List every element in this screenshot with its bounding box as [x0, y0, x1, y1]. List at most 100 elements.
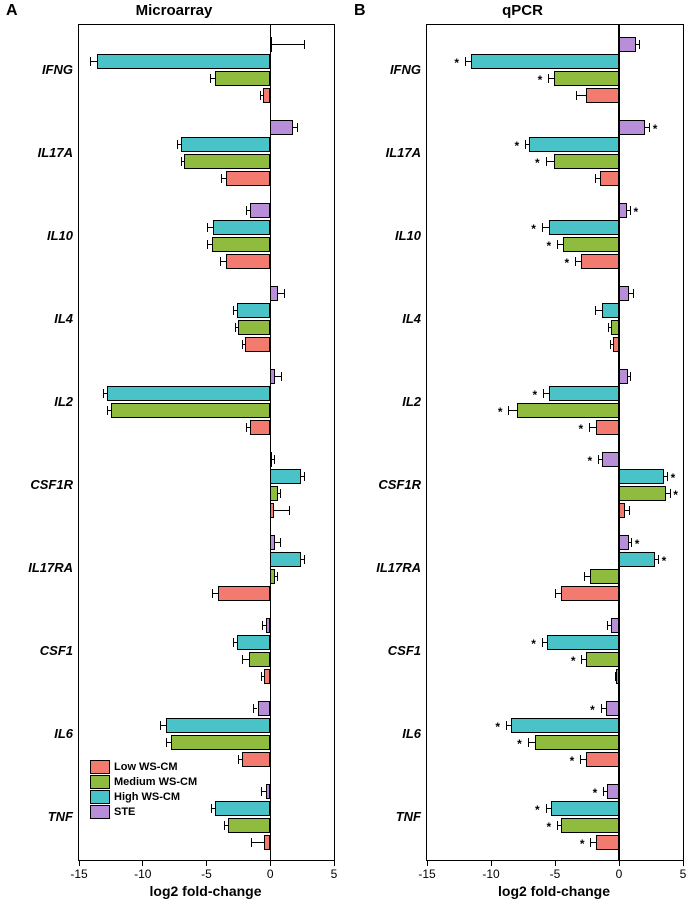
xaxis-tick [555, 860, 556, 866]
legend-item: High WS-CM [90, 790, 197, 804]
error-cap [630, 206, 631, 215]
error-cap [603, 787, 604, 796]
xaxis-tick [142, 860, 143, 866]
error-cap [181, 157, 182, 166]
error-cap [658, 555, 659, 564]
error-cap [542, 638, 543, 647]
error-bar [542, 642, 547, 643]
error-cap [607, 621, 608, 630]
error-cap [221, 174, 222, 183]
error-bar [274, 510, 289, 511]
gene-label: IL2 [3, 394, 73, 409]
error-cap [649, 123, 650, 132]
gene-label: IL2 [351, 394, 421, 409]
bar [600, 171, 619, 186]
bar [250, 420, 270, 435]
error-bar [161, 725, 166, 726]
error-cap [233, 638, 234, 647]
bar [270, 469, 301, 484]
error-cap [506, 721, 507, 730]
gene-label: IL6 [3, 726, 73, 741]
error-bar [555, 593, 561, 594]
error-bar [107, 410, 111, 411]
legend: Low WS-CMMedium WS-CMHigh WS-CMSTE [90, 760, 197, 820]
significance-star: * [588, 454, 593, 468]
bar [613, 337, 619, 352]
significance-star: * [673, 488, 678, 502]
error-cap [639, 40, 640, 49]
bar [237, 635, 270, 650]
legend-swatch [90, 790, 110, 804]
legend-swatch [90, 760, 110, 774]
bar [549, 220, 619, 235]
error-bar [549, 78, 554, 79]
error-cap [242, 655, 243, 664]
error-bar [558, 825, 562, 826]
error-bar [233, 642, 237, 643]
error-bar [546, 161, 554, 162]
error-cap [615, 672, 616, 681]
significance-star: * [570, 754, 575, 768]
error-bar [246, 210, 250, 211]
bar [561, 586, 619, 601]
error-bar [558, 244, 563, 245]
gene-label: IL6 [351, 726, 421, 741]
error-cap [284, 289, 285, 298]
panel-b-plot: -15-10-505IFNG**IL17A***IL10****IL4IL2**… [426, 24, 684, 861]
xaxis-tick [334, 860, 335, 866]
error-cap [246, 206, 247, 215]
error-cap [546, 804, 547, 813]
error-bar [208, 227, 213, 228]
bar [266, 784, 270, 799]
error-bar [584, 576, 589, 577]
bar [226, 171, 271, 186]
error-bar [224, 825, 228, 826]
error-bar [272, 44, 305, 45]
error-bar [465, 61, 470, 62]
error-bar [599, 459, 603, 460]
error-cap [166, 738, 167, 747]
error-cap [629, 506, 630, 515]
error-bar [528, 742, 534, 743]
bar [619, 486, 666, 501]
error-cap [557, 240, 558, 249]
bar [266, 618, 270, 633]
bar [264, 669, 270, 684]
error-bar [596, 178, 600, 179]
bar [607, 784, 619, 799]
bar [581, 254, 619, 269]
error-cap [253, 704, 254, 713]
panel-b: B qPCR -15-10-505IFNG**IL17A***IL10****I… [348, 0, 697, 905]
bar [586, 652, 619, 667]
error-cap [589, 423, 590, 432]
error-cap [289, 506, 290, 515]
gene-label: TNF [351, 809, 421, 824]
significance-star: * [635, 537, 640, 551]
panel-a-plot: -15-10-505IFNGIL17AIL10IL4IL2CSF1RIL17RA… [78, 24, 335, 861]
error-cap [548, 74, 549, 83]
xaxis-tick-label: 0 [616, 867, 623, 881]
error-bar [221, 261, 226, 262]
bar [181, 137, 270, 152]
error-bar [167, 742, 171, 743]
bar [237, 303, 270, 318]
gene-label: CSF1 [351, 643, 421, 658]
error-cap [633, 289, 634, 298]
legend-item: Medium WS-CM [90, 775, 197, 789]
error-cap [280, 489, 281, 498]
panel-b-title: qPCR [348, 2, 697, 19]
error-cap [103, 389, 104, 398]
xaxis-tick [683, 860, 684, 866]
error-cap [233, 306, 234, 315]
bar [264, 835, 270, 850]
bar [226, 254, 271, 269]
bar [215, 801, 270, 816]
bar [606, 701, 619, 716]
bar [270, 120, 293, 135]
error-bar [582, 659, 586, 660]
error-cap [262, 621, 263, 630]
bar [249, 652, 271, 667]
error-bar [246, 427, 250, 428]
error-bar [263, 625, 267, 626]
significance-star: * [515, 139, 520, 153]
